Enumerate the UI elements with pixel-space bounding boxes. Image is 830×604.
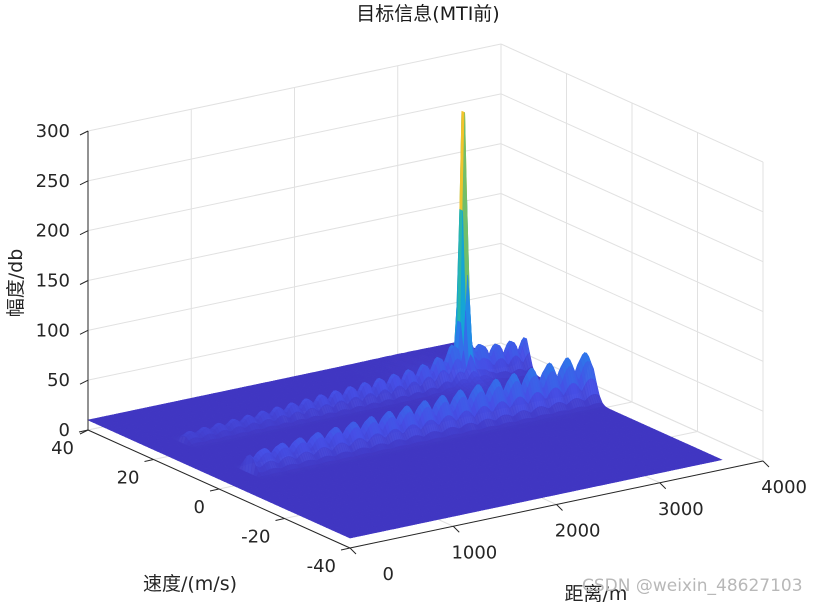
surface-plot [87,110,723,539]
